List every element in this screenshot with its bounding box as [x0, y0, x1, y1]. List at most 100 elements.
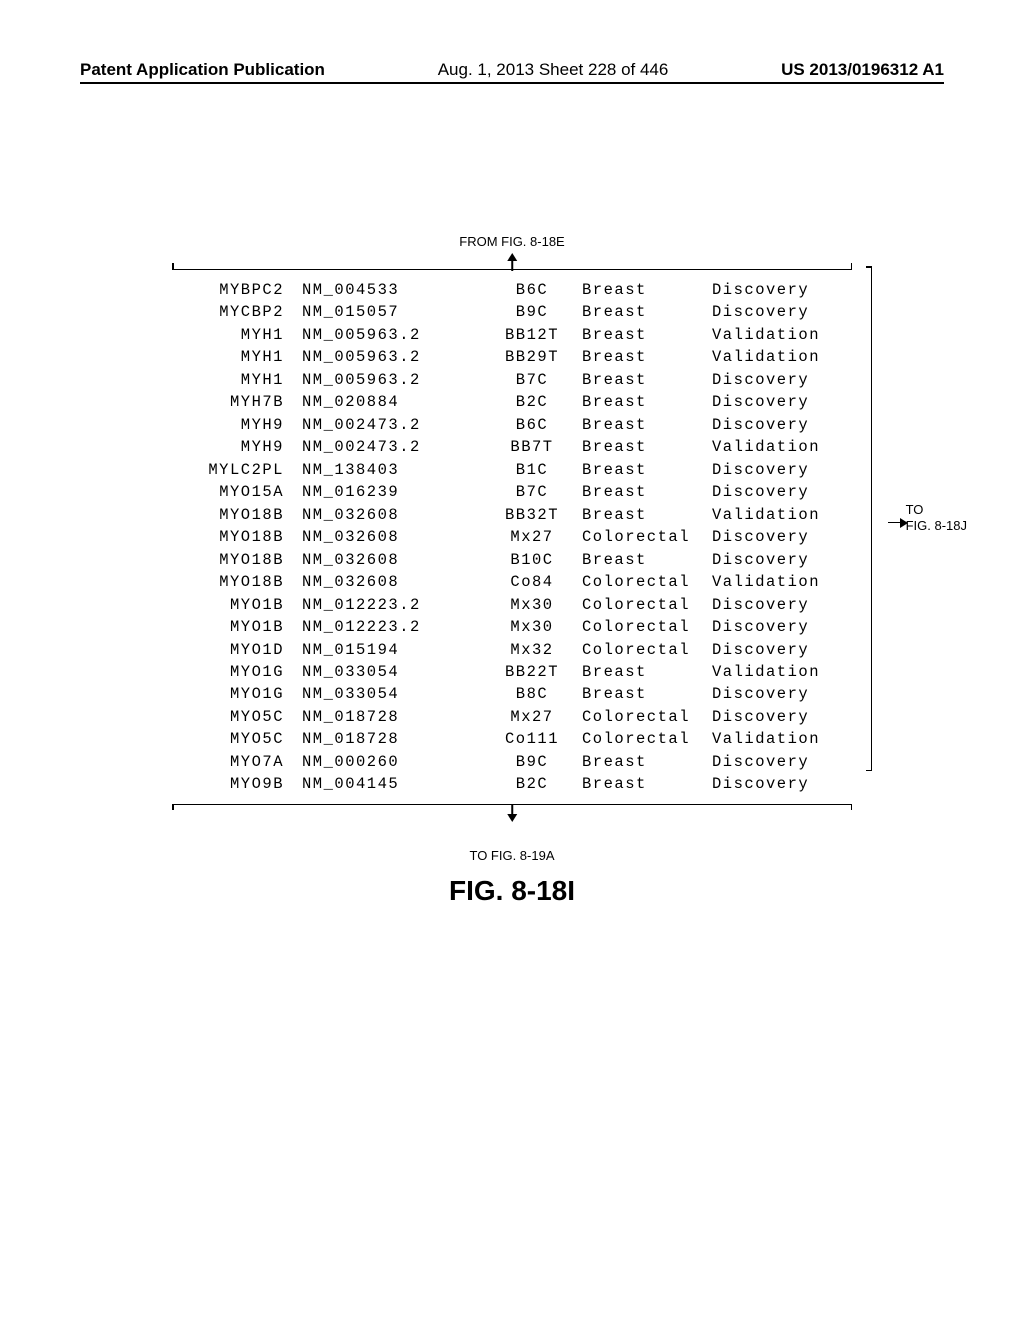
table-cell: Validation — [712, 346, 842, 368]
table-cell: Breast — [582, 504, 712, 526]
table-cell: Discovery — [712, 594, 842, 616]
table-cell: Co84 — [482, 571, 582, 593]
page-header: Patent Application Publication Aug. 1, 2… — [80, 60, 944, 80]
table-cell: Validation — [712, 571, 842, 593]
table-cell: MYO1G — [172, 661, 302, 683]
table-cell: Discovery — [712, 391, 842, 413]
table-cell: MYO1G — [172, 683, 302, 705]
to-figure-label: TO FIG. 8-19A — [172, 848, 852, 863]
table-row: MYO15ANM_016239B7CBreastDiscovery — [172, 481, 852, 503]
table-cell: NM_000260 — [302, 751, 482, 773]
table-cell: MYO1B — [172, 594, 302, 616]
table-cell: NM_002473.2 — [302, 414, 482, 436]
table-cell: NM_012223.2 — [302, 594, 482, 616]
table-cell: Breast — [582, 414, 712, 436]
top-bracket — [172, 251, 852, 271]
table-row: MYO18BNM_032608BB32TBreastValidation — [172, 504, 852, 526]
table-cell: NM_018728 — [302, 728, 482, 750]
table-cell: Breast — [582, 301, 712, 323]
table-cell: Discovery — [712, 369, 842, 391]
table-cell: MYBPC2 — [172, 279, 302, 301]
table-cell: Discovery — [712, 459, 842, 481]
table-cell: Discovery — [712, 481, 842, 503]
table-cell: MYO18B — [172, 571, 302, 593]
table-cell: Breast — [582, 773, 712, 795]
table-cell: NM_004533 — [302, 279, 482, 301]
table-row: MYO9BNM_004145B2CBreastDiscovery — [172, 773, 852, 795]
table-row: MYO1BNM_012223.2Mx30ColorectalDiscovery — [172, 594, 852, 616]
table-cell: B6C — [482, 279, 582, 301]
table-cell: NM_032608 — [302, 549, 482, 571]
bottom-bracket — [172, 804, 852, 824]
table-cell: Discovery — [712, 683, 842, 705]
table-cell: Discovery — [712, 301, 842, 323]
table-row: MYH9NM_002473.2B6CBreastDiscovery — [172, 414, 852, 436]
table-row: MYO18BNM_032608B10CBreastDiscovery — [172, 549, 852, 571]
table-cell: NM_005963.2 — [302, 346, 482, 368]
table-cell: Breast — [582, 459, 712, 481]
header-divider — [80, 82, 944, 84]
header-right: US 2013/0196312 A1 — [781, 60, 944, 80]
table-cell: Breast — [582, 436, 712, 458]
table-cell: NM_138403 — [302, 459, 482, 481]
table-cell: B6C — [482, 414, 582, 436]
table-cell: Validation — [712, 436, 842, 458]
table-cell: BB7T — [482, 436, 582, 458]
table-cell: MYH9 — [172, 436, 302, 458]
table-cell: MYH9 — [172, 414, 302, 436]
table-row: MYO18BNM_032608Mx27ColorectalDiscovery — [172, 526, 852, 548]
table-cell: B2C — [482, 773, 582, 795]
table-cell: MYO1B — [172, 616, 302, 638]
table-cell: Mx27 — [482, 706, 582, 728]
table-cell: Colorectal — [582, 616, 712, 638]
table-row: MYLC2PLNM_138403B1CBreastDiscovery — [172, 459, 852, 481]
table-row: MYO7ANM_000260B9CBreastDiscovery — [172, 751, 852, 773]
right-figure-label: TO FIG. 8-18J — [906, 502, 967, 536]
table-cell: Colorectal — [582, 594, 712, 616]
table-cell: MYH1 — [172, 324, 302, 346]
table-cell: MYH1 — [172, 346, 302, 368]
patent-page: Patent Application Publication Aug. 1, 2… — [0, 0, 1024, 1320]
table-cell: Discovery — [712, 751, 842, 773]
header-center: Aug. 1, 2013 Sheet 228 of 446 — [438, 60, 669, 80]
table-cell: MYH1 — [172, 369, 302, 391]
table-cell: NM_033054 — [302, 661, 482, 683]
table-row: MYH1NM_005963.2B7CBreastDiscovery — [172, 369, 852, 391]
gene-data-table: MYBPC2NM_004533B6CBreastDiscoveryMYCBP2N… — [172, 279, 852, 796]
table-cell: MYH7B — [172, 391, 302, 413]
table-cell: BB32T — [482, 504, 582, 526]
table-cell: Breast — [582, 481, 712, 503]
table-cell: Mx32 — [482, 639, 582, 661]
table-row: MYO1GNM_033054BB22TBreastValidation — [172, 661, 852, 683]
table-cell: Colorectal — [582, 728, 712, 750]
table-cell: NM_012223.2 — [302, 616, 482, 638]
table-cell: NM_005963.2 — [302, 324, 482, 346]
table-cell: MYCBP2 — [172, 301, 302, 323]
table-cell: MYO18B — [172, 526, 302, 548]
table-cell: NM_016239 — [302, 481, 482, 503]
table-cell: MYO15A — [172, 481, 302, 503]
table-cell: Discovery — [712, 279, 842, 301]
table-cell: Colorectal — [582, 571, 712, 593]
table-cell: NM_018728 — [302, 706, 482, 728]
table-cell: Colorectal — [582, 706, 712, 728]
table-cell: MYO7A — [172, 751, 302, 773]
table-cell: Validation — [712, 728, 842, 750]
table-cell: BB12T — [482, 324, 582, 346]
right-label-bottom: FIG. 8-18J — [906, 519, 967, 536]
table-row: MYO18BNM_032608Co84ColorectalValidation — [172, 571, 852, 593]
table-cell: Discovery — [712, 706, 842, 728]
table-cell: Breast — [582, 279, 712, 301]
figure-title: FIG. 8-18I — [172, 875, 852, 907]
table-cell: Mx30 — [482, 594, 582, 616]
table-cell: NM_005963.2 — [302, 369, 482, 391]
table-row: MYO5CNM_018728Co111ColorectalValidation — [172, 728, 852, 750]
table-cell: Colorectal — [582, 639, 712, 661]
right-label-top: TO — [906, 502, 967, 519]
table-cell: MYO1D — [172, 639, 302, 661]
from-figure-label: FROM FIG. 8-18E — [172, 234, 852, 249]
table-cell: MYO18B — [172, 504, 302, 526]
table-cell: MYO9B — [172, 773, 302, 795]
table-row: MYBPC2NM_004533B6CBreastDiscovery — [172, 279, 852, 301]
table-cell: B8C — [482, 683, 582, 705]
